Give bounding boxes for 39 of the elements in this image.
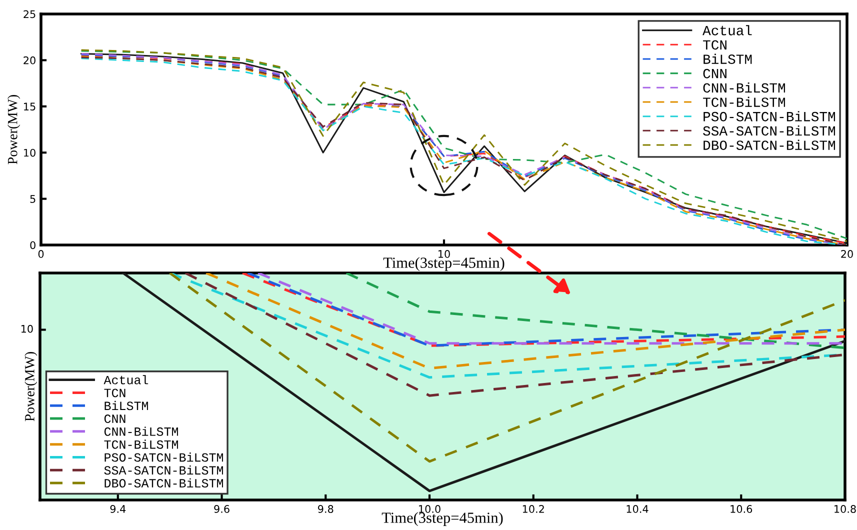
x-tick-label: 20 [841,250,853,258]
legend-label: Actual [104,375,148,384]
x-axis-title: Time(3step=45min) [382,512,503,526]
legend-label: TCN [703,40,726,50]
y-tick-label: 0 [30,241,36,250]
legend-label: TCN [104,388,126,398]
x-tick-label: 10.4 [626,505,648,513]
y-tick-label: 25 [24,10,36,18]
y-axis-title: Power(MW) [24,352,38,422]
x-tick-label: 10 [438,250,450,258]
legend-label: CNN-BiLSTM [104,426,178,436]
legend-label: PSO-SATCN-BiLSTM [704,111,835,122]
legend-label: DBO-SATCN-BiLSTM [704,140,835,150]
legend-label: CNN [703,68,726,78]
legend-label: TCN-BiLSTM [104,440,178,449]
x-tick-label: 9.8 [318,505,334,513]
x-axis-title: Time(3step=45min) [383,257,504,272]
legend-label: SSA-SATCN-BiLSTM [104,465,223,475]
x-tick-label: 9.4 [110,505,126,513]
x-tick-label: 10.8 [834,505,856,513]
x-tick-label: 10.6 [730,505,752,513]
legend-label: SSA-SATCN-BiLSTM [703,125,835,136]
legend-label: CNN-BiLSTM [703,82,785,93]
x-tick-label: 9.6 [214,505,230,513]
y-tick-label: 15 [24,102,36,111]
legend-label: BiLSTM [104,400,148,410]
legend-label: DBO-SATCN-BiLSTM [104,478,223,488]
legend-label: BiLSTM [704,54,752,64]
x-tick-label: 10.0 [419,505,440,513]
legend-label: Actual [702,25,752,36]
y-axis-title: Power(MW) [8,95,20,164]
legend-label: TCN-BiLSTM [703,96,785,107]
legend-label: CNN [104,414,126,424]
y-tick-label: 20 [24,56,36,64]
y-tick-label: 5 [30,195,36,203]
y-tick-label: 10 [24,148,36,157]
x-tick-label: 0 [38,250,44,258]
x-tick-label: 10.2 [522,505,544,513]
legend-label: PSO-SATCN-BiLSTM [104,452,223,462]
